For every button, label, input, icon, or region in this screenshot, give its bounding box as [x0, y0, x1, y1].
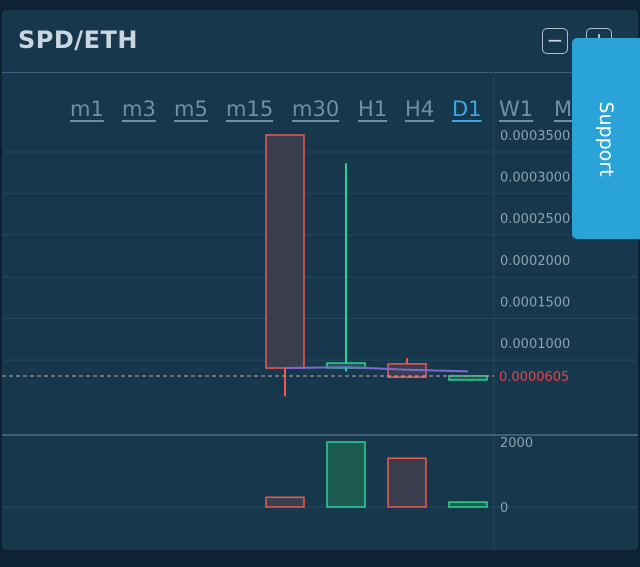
pair-title: SPD/ETH	[18, 26, 138, 54]
minimize-button[interactable]: −	[542, 28, 568, 54]
price-axis: 0.0003500 0.0003000 0.0002500 0.0002000 0.00…	[499, 129, 570, 516]
price-tick-label: 0.0003000	[500, 171, 570, 186]
candle-body	[448, 375, 488, 381]
timeframe-m5[interactable]: m5	[174, 97, 208, 121]
volume-bar	[265, 496, 305, 508]
volume-bar	[448, 501, 488, 508]
volume-bar	[326, 441, 366, 508]
timeframe-w1[interactable]: W1	[499, 97, 534, 121]
timeframe-selector: m1 m3 m5 m15 m30 H1 H4 D1 W1 M	[2, 97, 638, 127]
volume-bars	[265, 441, 488, 508]
candle-body	[265, 134, 305, 369]
timeframe-h4[interactable]: H4	[405, 97, 435, 121]
chart-grid	[2, 72, 638, 550]
volume-tick-label: 2000	[500, 436, 533, 451]
timeframe-m3[interactable]: m3	[122, 97, 156, 121]
price-tick-label: 0.0001500	[500, 295, 570, 310]
moving-average-line	[284, 366, 469, 373]
support-button[interactable]: Support	[572, 38, 640, 239]
volume-tick-label: 0	[500, 501, 508, 516]
header-divider	[2, 72, 638, 73]
chart-panel: SPD/ETH − + m1 m3 m5 m15 m30 H1 H4 D1 W1…	[2, 10, 638, 550]
price-tick-label: 0.0001000	[500, 337, 570, 352]
timeframe-d1[interactable]: D1	[452, 97, 482, 121]
candles	[2, 134, 494, 397]
last-price-label: 0.0000605	[499, 370, 569, 385]
timeframe-m1[interactable]: m1	[70, 97, 104, 121]
timeframe-m30[interactable]: m30	[292, 97, 340, 121]
price-tick-label: 0.0003500	[500, 129, 570, 144]
price-tick-label: 0.0002000	[500, 254, 570, 269]
timeframe-m[interactable]: M	[554, 97, 573, 121]
timeframe-m15[interactable]: m15	[226, 97, 274, 121]
price-tick-label: 0.0002500	[500, 212, 570, 227]
timeframe-h1[interactable]: H1	[358, 97, 388, 121]
volume-bar	[387, 457, 427, 508]
price-chart: 0.0003500 0.0003000 0.0002500 0.0002000 0.00…	[2, 72, 638, 550]
support-label: Support	[595, 100, 617, 177]
